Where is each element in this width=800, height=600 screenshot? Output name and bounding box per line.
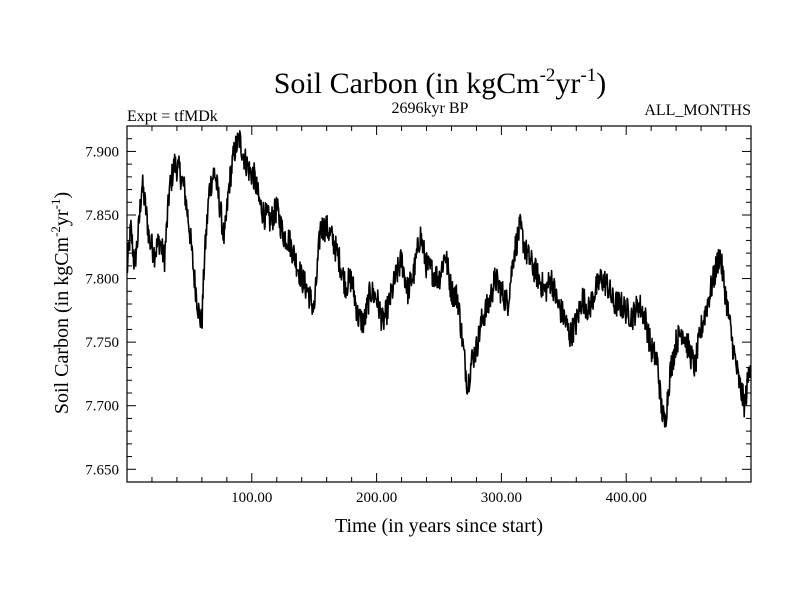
y-tick-label: 7.650 [85,462,119,478]
plot-frame [126,125,752,483]
title-sup2: -1 [580,65,596,86]
subtitle-left: Expt = tfMDk [127,108,218,125]
ylabel-sup1: -2 [48,226,63,237]
y-tick-label: 7.900 [85,144,119,160]
x-axis-label: Time (in years since start) [335,515,543,537]
x-tick-label: 400.00 [606,490,647,506]
series-line [126,130,752,428]
y-tick-label: 7.850 [85,208,119,224]
chart-title: Soil Carbon (in kgCm-2yr-1) [274,65,607,100]
subtitle-right: ALL_MONTHS [644,102,751,119]
ylabel-end: ) [51,192,73,199]
x-tick-label: 200.00 [356,490,397,506]
ylabel-main: Soil Carbon (in kgCm [51,236,73,414]
y-axis-label: Soil Carbon (in kgCm-2yr-1) [48,192,73,414]
y-tick-label: 7.700 [85,399,119,415]
series-layer [126,130,752,428]
ylabel-mid: yr [51,209,73,226]
title-sup1: -2 [540,65,556,86]
subtitle-center: 2696kyr BP [392,100,469,117]
y-tick-label: 7.800 [85,272,119,288]
y-tick-label: 7.750 [85,335,119,351]
x-tick-label: 100.00 [231,490,272,506]
title-main: Soil Carbon (in kgCm [274,67,540,100]
title-end: ) [596,67,606,100]
ylabel-sup2: -1 [48,199,63,210]
title-mid: yr [555,67,580,100]
x-tick-label: 300.00 [481,490,522,506]
